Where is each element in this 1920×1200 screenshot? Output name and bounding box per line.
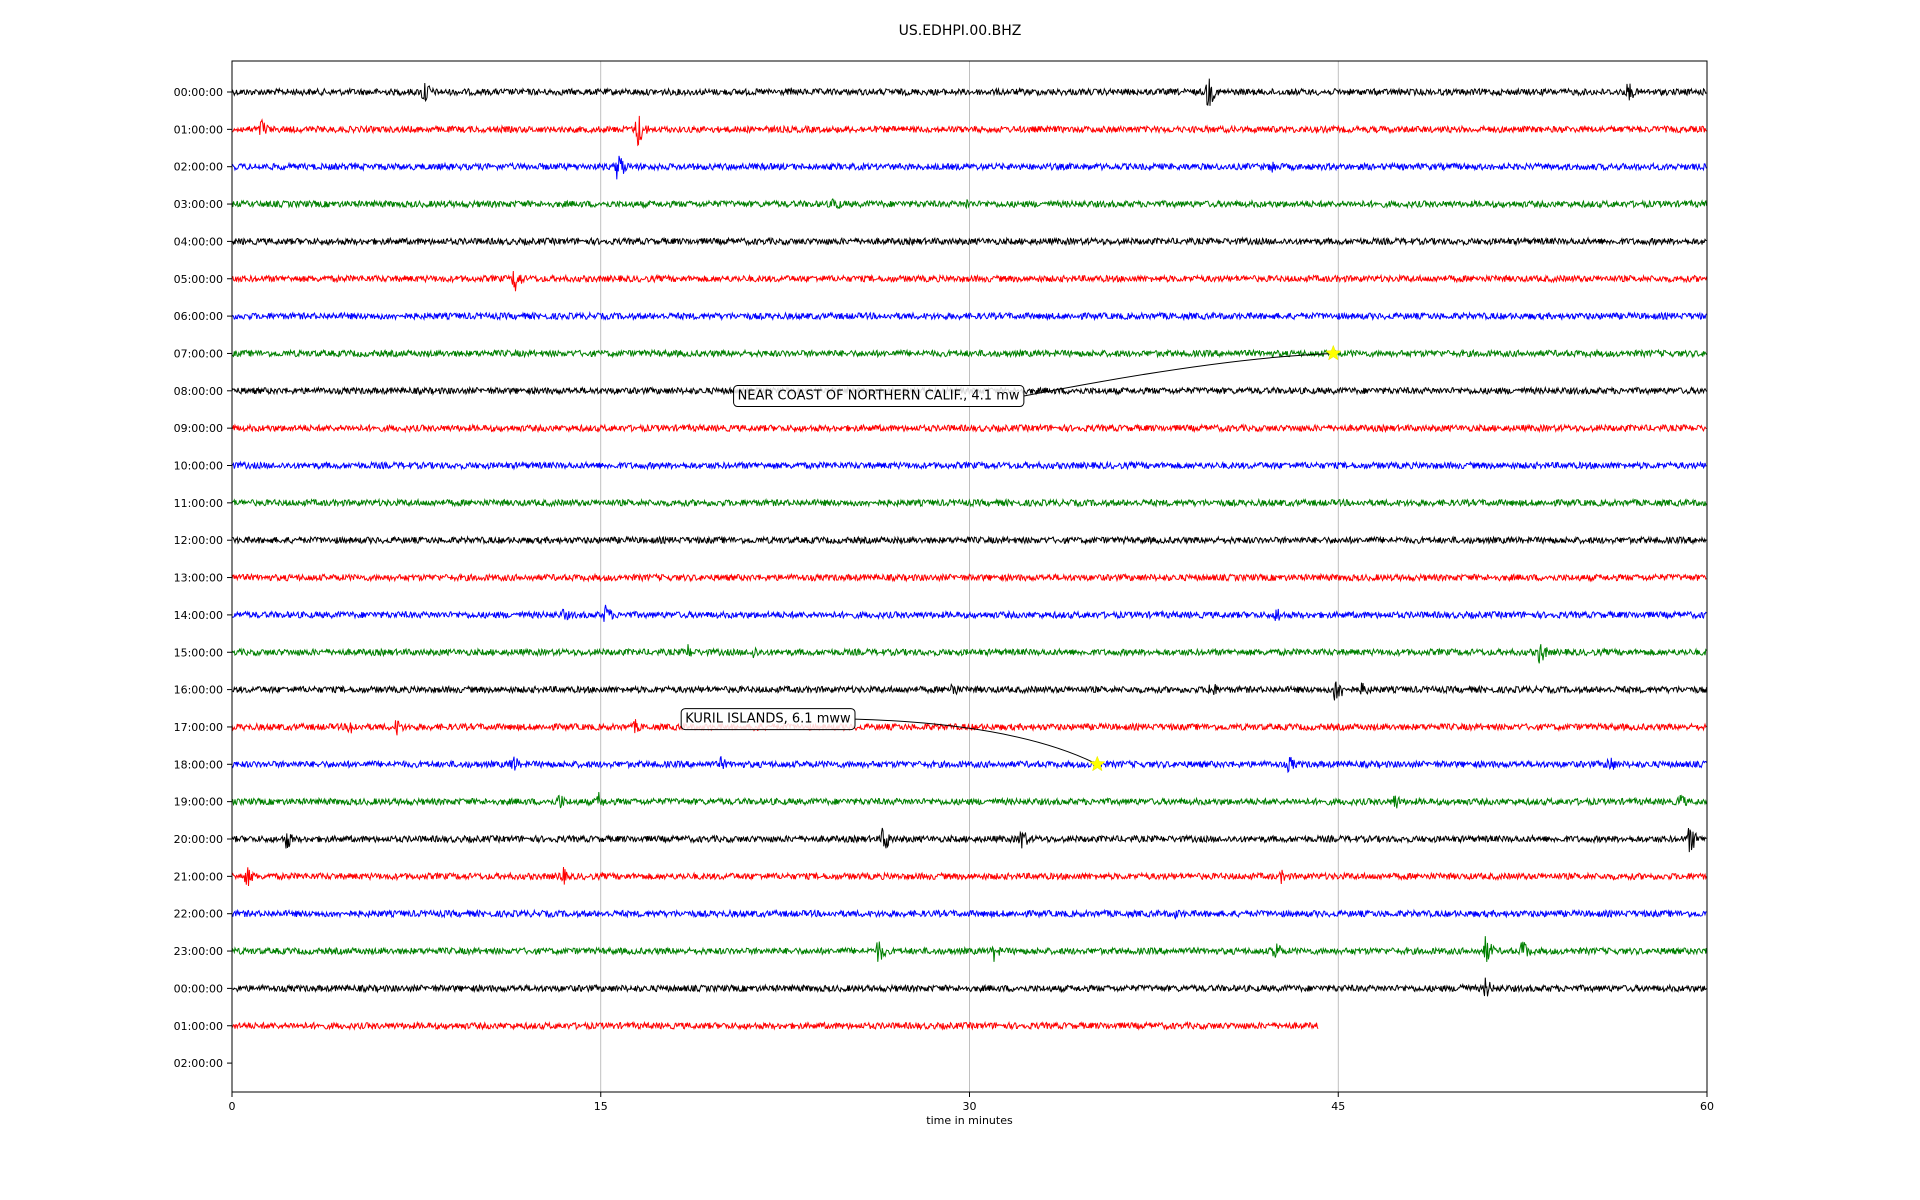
x-axis-label: time in minutes: [926, 1114, 1013, 1127]
x-tick-label: 60: [1700, 1100, 1714, 1113]
row-time-label: 19:00:00: [174, 796, 223, 809]
seismic-trace: [231, 604, 1707, 622]
event-star-marker: [1089, 755, 1106, 772]
row-time-label: 23:00:00: [174, 945, 223, 958]
row-time-label: 18:00:00: [174, 758, 223, 771]
row-time-label: 06:00:00: [174, 310, 223, 323]
row-time-label: 08:00:00: [174, 385, 223, 398]
seismic-trace: [231, 681, 1707, 701]
seismic-trace: [231, 198, 1707, 210]
event-annotation: NEAR COAST OF NORTHERN CALIF., 4.1 mw: [733, 344, 1342, 408]
row-time-label: 16:00:00: [174, 684, 223, 697]
seismic-trace: [231, 719, 1707, 736]
event-annotation-label: NEAR COAST OF NORTHERN CALIF., 4.1 mw: [738, 389, 1020, 404]
seismic-trace: [231, 977, 1707, 997]
row-time-label: 20:00:00: [174, 833, 223, 846]
seismic-trace: [231, 348, 1707, 359]
row-time-label: 09:00:00: [174, 422, 223, 435]
x-tick-label: 30: [963, 1100, 977, 1113]
row-time-label: 02:00:00: [174, 1057, 223, 1070]
x-tick-label: 15: [594, 1100, 608, 1113]
seismic-trace: [231, 866, 1707, 887]
event-annotations: NEAR COAST OF NORTHERN CALIF., 4.1 mw KUR…: [680, 344, 1342, 772]
x-tick-label: 0: [229, 1100, 236, 1113]
seismic-trace: [231, 535, 1707, 546]
seismic-trace: [231, 78, 1707, 106]
seismic-trace: [231, 311, 1707, 322]
seismic-trace: [231, 791, 1707, 809]
event-annotation-label: KURIL ISLANDS, 6.1 mww: [685, 712, 851, 727]
row-time-label: 07:00:00: [174, 347, 223, 360]
event-annotation-connector: [854, 718, 1098, 765]
x-axis-ticks: 0 15 30 45 60: [229, 1092, 1714, 1113]
row-time-label: 01:00:00: [174, 1020, 223, 1033]
row-time-label: 21:00:00: [174, 870, 223, 883]
event-annotation-box: [733, 385, 1025, 408]
event-star-marker: [1325, 344, 1342, 361]
seismic-trace: [231, 236, 1707, 247]
row-time-label: 04:00:00: [174, 235, 223, 248]
seismic-traces: [231, 78, 1707, 1031]
row-time-label: 15:00:00: [174, 646, 223, 659]
event-annotation-connector: [1023, 352, 1334, 397]
row-time-label: 00:00:00: [174, 86, 223, 99]
row-time-label: 03:00:00: [174, 198, 223, 211]
row-time-label: 10:00:00: [174, 460, 223, 473]
seismic-trace: [231, 155, 1707, 180]
row-time-label: 12:00:00: [174, 534, 223, 547]
x-tick-label: 45: [1331, 1100, 1345, 1113]
row-time-label: 13:00:00: [174, 572, 223, 585]
event-annotation-box: [680, 708, 856, 731]
seismic-trace: [231, 572, 1707, 583]
seismic-trace: [231, 270, 1707, 292]
plot-frame: [231, 60, 1708, 1093]
seismic-trace: [231, 497, 1707, 508]
row-time-label: 02:00:00: [174, 161, 223, 174]
row-time-label: 01:00:00: [174, 123, 223, 136]
row-time-label: 00:00:00: [174, 982, 223, 995]
seismic-trace: [231, 644, 1707, 664]
seismic-trace: [231, 908, 1707, 920]
row-time-label: 11:00:00: [174, 497, 223, 510]
seismic-trace: [231, 827, 1707, 853]
row-time-label: 22:00:00: [174, 908, 223, 921]
chart-title: US.EDHPI.00.BHZ: [899, 23, 1022, 39]
event-annotation: KURIL ISLANDS, 6.1 mww: [680, 708, 1106, 772]
seismic-trace: [231, 115, 1707, 147]
row-time-label: 05:00:00: [174, 273, 223, 286]
seismic-trace: [231, 460, 1707, 471]
row-time-labels: 00:00:00 01:00:00 02:00:00 03:00:00 04:00:00…: [174, 86, 232, 1070]
row-time-label: 17:00:00: [174, 721, 223, 734]
row-time-label: 14:00:00: [174, 609, 223, 622]
seismic-trace: [231, 1020, 1319, 1031]
seismic-trace: [231, 936, 1707, 963]
seismic-trace: [231, 423, 1707, 434]
seismic-trace: [231, 756, 1707, 774]
